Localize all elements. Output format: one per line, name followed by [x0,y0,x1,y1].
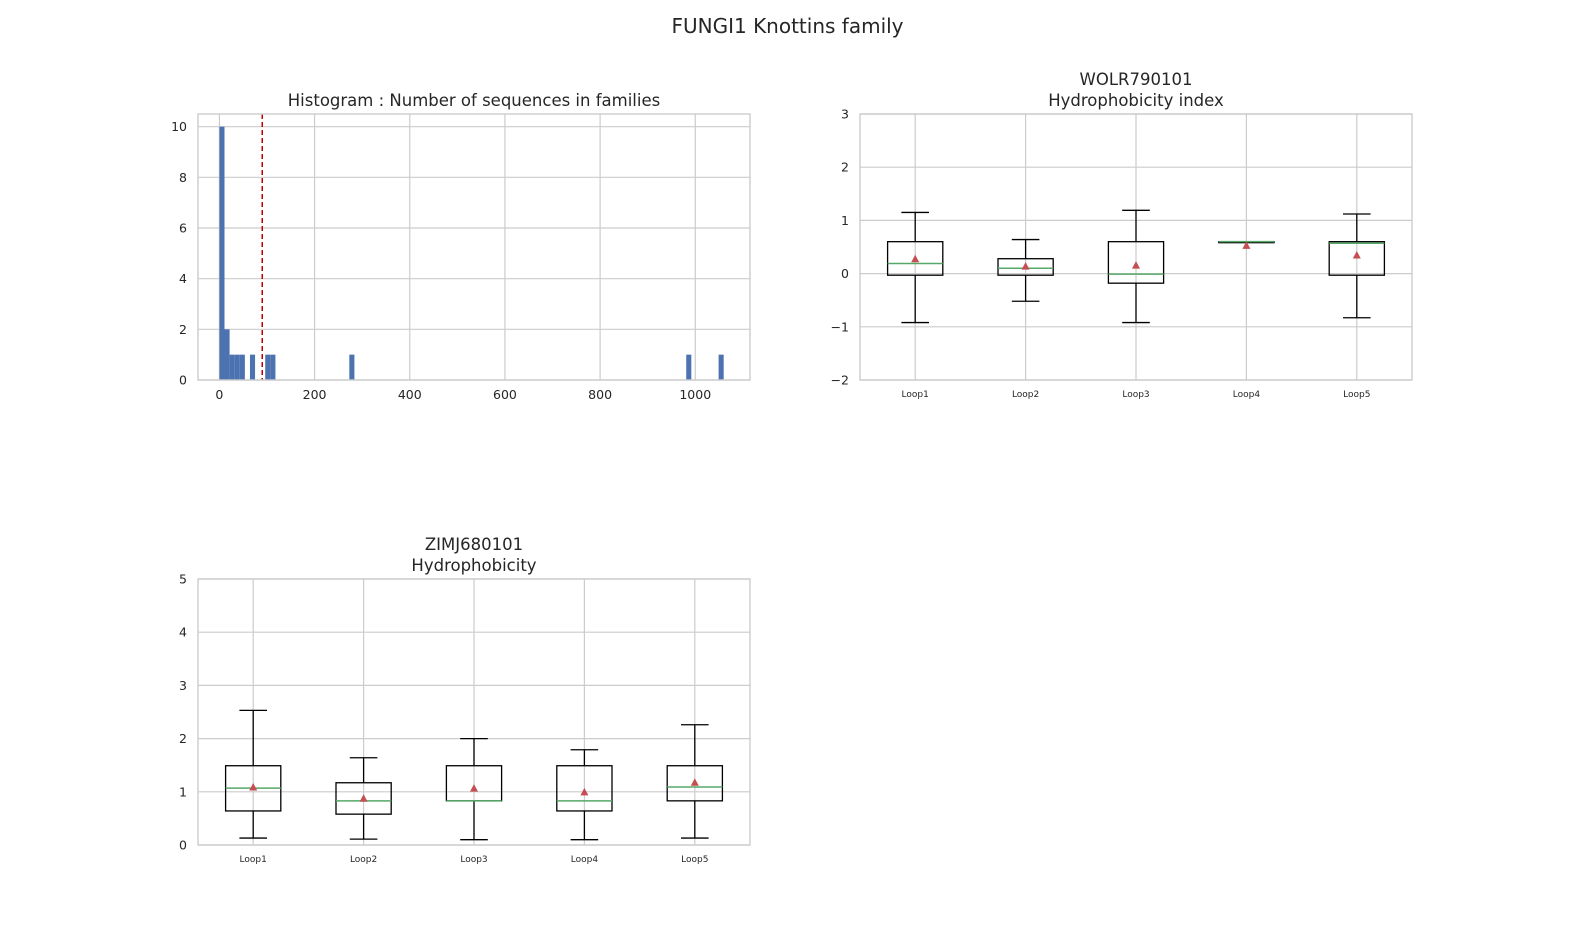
histogram-bar [349,354,355,380]
boxplot-loop4 [1218,240,1275,249]
histogram-bar [234,354,240,380]
mean-marker [580,787,589,796]
panel-1-y-tick-label: 6 [179,221,187,236]
boxplot-loop3 [1107,209,1165,324]
panel-3-category-label: Loop2 [350,855,377,865]
mean-marker [690,778,699,786]
panel-3-y-tick-label: 5 [179,572,187,587]
box [556,765,613,812]
box [335,782,392,815]
panel-3-y-tick-label: 1 [179,784,187,799]
panel-3-category-label: Loop3 [460,855,487,865]
mean-marker [1021,262,1030,270]
panel-2-y-tick-label: 1 [841,213,849,228]
boxplot-loop2 [997,238,1054,302]
boxplot-loop4 [556,749,613,841]
panel-1-x-tick-label: 0 [215,387,223,402]
panel-2-y-tick-label: −2 [831,373,849,388]
panel-3-category-label: Loop4 [571,855,599,865]
boxplot-loop1 [886,211,944,324]
mean-marker [1242,241,1251,249]
panel-3-title: ZIMJ680101 [425,535,523,554]
mean-marker [1352,251,1361,259]
histogram-bar [249,354,256,380]
panel-2-frame [859,113,1413,381]
box [997,258,1054,276]
panel-1-y-tick-label: 2 [179,322,187,337]
box [666,765,724,802]
panel-1-y-tick-label: 8 [179,170,187,185]
boxplot-loop3 [445,737,503,841]
histogram-bar [265,354,271,380]
histogram-bar [718,354,724,380]
panel-1-title: Histogram : Number of sequences in famil… [288,91,660,110]
panel-3-y-tick-label: 4 [179,625,187,640]
histogram-bar [686,354,692,380]
panel-2-title: Hydrophobicity index [1048,91,1224,110]
panel-2-category-label: Loop1 [902,390,929,400]
panel-2-y-tick-label: −1 [831,319,849,334]
panel-3-category-label: Loop1 [240,855,267,865]
mean-marker [249,783,258,791]
box [1328,241,1386,276]
boxplot-loop5 [666,724,724,839]
panel-3-y-tick-label: 0 [179,838,187,853]
panel-1-x-tick-label: 400 [398,387,422,402]
mean-marker [470,784,478,792]
boxplot-loop1 [224,709,282,839]
panel-2-category-label: Loop2 [1012,390,1039,400]
panel-2-category-label: Loop4 [1233,390,1261,400]
figure-title: FUNGI1 Knottins family [671,14,904,38]
panel-1-x-tick-label: 1000 [679,387,711,402]
mean-marker [911,254,920,263]
panel-3-y-tick-label: 2 [179,731,187,746]
boxplot-loop2 [335,757,392,840]
panel-3-frame [197,578,751,846]
histogram-bar [270,354,276,380]
boxplot-loop5 [1328,213,1386,319]
mean-marker [1132,261,1140,269]
histogram-bar [219,126,225,381]
panel-2-y-tick-label: 3 [841,107,849,122]
panel-1-x-tick-label: 600 [493,387,517,402]
panel-1-frame [197,113,751,381]
histogram-bar [239,354,245,380]
panel-1-x-tick-label: 800 [588,387,612,402]
panel-2-y-tick-label: 2 [841,160,849,175]
panel-3-title: Hydrophobicity [411,556,536,575]
panel-2-title: WOLR790101 [1080,70,1193,89]
box [886,241,944,276]
box [1107,241,1165,284]
panel-1-y-tick-label: 0 [179,373,187,388]
panel-1-y-tick-label: 4 [179,271,187,286]
panel-3-y-tick-label: 3 [179,678,187,693]
panel-1-y-tick-label: 10 [171,119,187,134]
mean-marker [359,794,368,802]
panel-2-y-tick-label: 0 [841,266,849,281]
panel-2-category-label: Loop3 [1122,390,1149,400]
histogram-bar [224,329,230,380]
panel-1-x-tick-label: 200 [303,387,327,402]
histogram-bar [229,354,235,380]
panel-2-category-label: Loop5 [1343,390,1370,400]
panel-3-category-label: Loop5 [681,855,708,865]
